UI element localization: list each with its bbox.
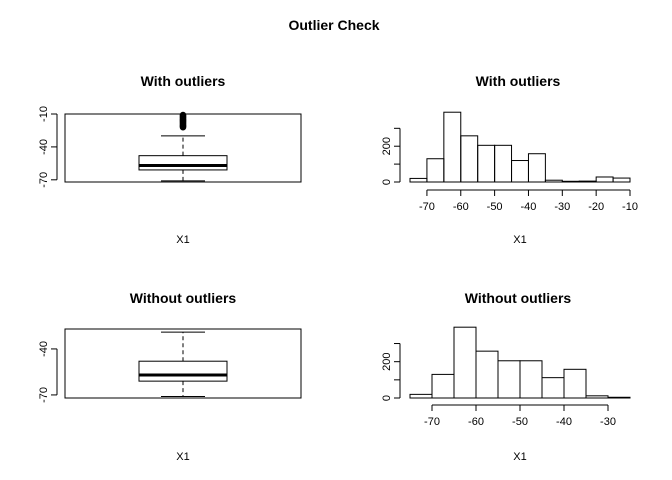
x-axis-label: X1 xyxy=(176,234,189,246)
y-tick-label: 200 xyxy=(381,353,393,371)
histogram-bar xyxy=(460,135,479,183)
histogram-bar xyxy=(477,144,496,183)
y-tick-label: -40 xyxy=(38,139,50,155)
x-axis-label: X1 xyxy=(513,234,526,246)
x-tick-label: -20 xyxy=(588,201,604,213)
y-tick-label: -10 xyxy=(38,106,50,122)
iqr-box xyxy=(138,155,228,171)
x-tick-label: -40 xyxy=(556,416,572,428)
panel-title: With outliers xyxy=(476,73,561,89)
panels: With outliers -10 -40 -70 X1 With outliers 0 20… xyxy=(38,73,638,463)
histogram-bar xyxy=(519,360,543,399)
boxplot-panel-0: With outliers -10 -40 -70 X1 xyxy=(38,73,302,246)
histogram-bar xyxy=(494,144,513,183)
x-tick-label: -60 xyxy=(468,416,484,428)
histogram-bar xyxy=(431,373,455,399)
panel-title: With outliers xyxy=(141,73,226,89)
histogram-bar xyxy=(497,360,521,399)
histogram-bar xyxy=(612,177,631,183)
x-tick-label: -50 xyxy=(512,416,528,428)
y-tick-label: 0 xyxy=(381,395,393,401)
histogram-bar xyxy=(585,395,609,399)
x-tick-label: -60 xyxy=(453,201,469,213)
histogram-bar xyxy=(544,179,563,183)
x-tick-label: -70 xyxy=(419,201,435,213)
y-tick-label: 0 xyxy=(381,179,393,185)
histogram-bar xyxy=(561,180,580,183)
x-tick-label: -50 xyxy=(487,201,503,213)
histogram-bar xyxy=(527,153,546,183)
figure-title: Outlier Check xyxy=(288,17,379,33)
histogram-bar xyxy=(578,180,597,183)
x-tick-label: -70 xyxy=(424,416,440,428)
panel-title: Without outliers xyxy=(465,290,572,306)
plot-frame xyxy=(64,328,302,399)
histogram-bar xyxy=(426,158,445,183)
y-tick-label: -70 xyxy=(38,172,50,188)
histogram-bar xyxy=(563,368,587,399)
histogram-bar xyxy=(541,377,565,399)
histogram-bar xyxy=(443,111,462,183)
x-tick-label: -10 xyxy=(622,201,638,213)
panel-title: Without outliers xyxy=(130,290,237,306)
histogram-bar xyxy=(511,160,529,183)
histogram-bar xyxy=(409,177,428,183)
y-tick-label: -40 xyxy=(38,341,50,357)
x-axis-label: X1 xyxy=(513,451,526,463)
histogram-bar xyxy=(595,176,614,183)
x-tick-label: -40 xyxy=(521,201,537,213)
histogram-bar xyxy=(475,350,499,399)
boxplot-panel-2: Without outliers -40 -70 X1 xyxy=(38,290,302,463)
histogram-bar xyxy=(607,396,631,399)
x-tick-label: -30 xyxy=(554,201,570,213)
y-tick-label: 200 xyxy=(381,137,393,155)
iqr-box xyxy=(138,360,228,382)
histogram-panel-3: Without outliers 0 200 -70 -60 -50 -40 -30 X1 xyxy=(381,290,631,463)
y-tick-label: -70 xyxy=(38,387,50,403)
histogram-bar xyxy=(453,326,477,399)
outlier-point xyxy=(179,123,187,131)
histogram-bar xyxy=(409,393,433,399)
x-tick-label: -30 xyxy=(600,416,616,428)
histogram-panel-1: With outliers 0 200 -70 -60 -50 -40 -30 -20 -10 X1 xyxy=(381,73,638,246)
x-axis-label: X1 xyxy=(176,451,189,463)
